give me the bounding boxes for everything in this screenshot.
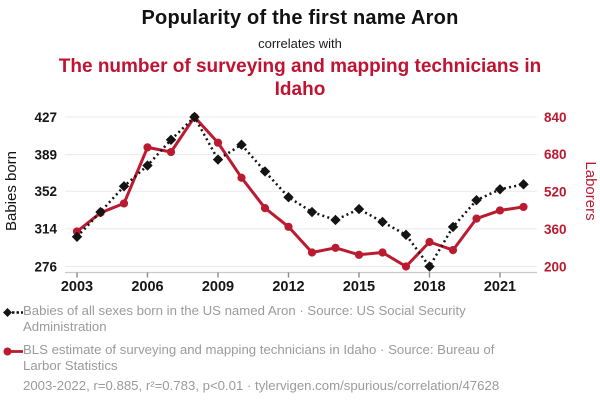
svg-text:2015: 2015 bbox=[343, 279, 375, 295]
svg-text:520: 520 bbox=[544, 185, 567, 200]
svg-text:276: 276 bbox=[34, 259, 57, 274]
laborers-point bbox=[519, 202, 528, 212]
babies-point bbox=[330, 214, 341, 226]
svg-text:2009: 2009 bbox=[202, 279, 234, 295]
page-title: Popularity of the first name Aron bbox=[141, 7, 459, 29]
laborers-point bbox=[166, 147, 176, 157]
laborers-point bbox=[284, 222, 293, 231]
left-axis-title: Babies born bbox=[3, 151, 20, 231]
left-axis-ticks: 427 389 352 314 276 bbox=[34, 110, 57, 274]
babies-point bbox=[306, 206, 318, 218]
babies-point bbox=[518, 179, 529, 190]
laborers-point bbox=[495, 206, 505, 215]
babies-point bbox=[353, 203, 365, 215]
data-series bbox=[71, 111, 529, 272]
laborers-point bbox=[378, 248, 387, 257]
svg-text:2003: 2003 bbox=[61, 279, 93, 295]
babies-point bbox=[212, 154, 224, 165]
svg-text:360: 360 bbox=[544, 222, 567, 237]
svg-text:2021: 2021 bbox=[484, 279, 516, 295]
laborers-point bbox=[401, 262, 411, 271]
svg-text:200: 200 bbox=[544, 259, 567, 274]
laborers-point bbox=[307, 248, 317, 257]
svg-text:680: 680 bbox=[544, 147, 567, 162]
svg-text:352: 352 bbox=[34, 184, 57, 199]
secondary-title: The number of surveying and mapping tech… bbox=[58, 56, 542, 100]
babies-point bbox=[400, 229, 412, 241]
laborers-point bbox=[213, 138, 223, 147]
svg-text:389: 389 bbox=[34, 147, 57, 162]
babies-point bbox=[118, 181, 130, 192]
babies-point bbox=[71, 231, 83, 242]
babies-point bbox=[494, 184, 506, 195]
legend-item-label: BLS estimate of surveying and mapping te… bbox=[23, 342, 495, 373]
babies-point bbox=[283, 191, 294, 203]
laborers-point bbox=[331, 243, 340, 252]
legend: Babies of all sexes born in the US named… bbox=[3, 303, 583, 381]
babies-point bbox=[165, 134, 177, 145]
gridlines bbox=[65, 116, 537, 267]
babies-point bbox=[471, 194, 482, 206]
legend-item-laborers: BLS estimate of surveying and mapping te… bbox=[3, 342, 583, 374]
laborers-point bbox=[260, 204, 270, 213]
laborers-point bbox=[448, 246, 458, 255]
svg-text:314: 314 bbox=[34, 222, 57, 237]
legend-item-babies: Babies of all sexes born in the US named… bbox=[3, 303, 583, 335]
legend-item-label: Babies of all sexes born in the US named… bbox=[23, 303, 466, 334]
svg-text:2012: 2012 bbox=[272, 279, 304, 295]
stats-and-source-url: 2003-2022, r=0.885, r²=0.783, p<0.01 · t… bbox=[23, 378, 500, 393]
babies-point bbox=[236, 139, 247, 150]
babies-point bbox=[424, 261, 435, 272]
laborers-point bbox=[119, 199, 129, 208]
x-axis: 2003 2006 2009 2012 2015 2018 2021 bbox=[61, 271, 537, 295]
right-axis-ticks: 840 680 520 360 200 bbox=[544, 110, 567, 274]
babies-point bbox=[447, 221, 459, 233]
svg-text:2006: 2006 bbox=[131, 279, 163, 295]
babies-point bbox=[142, 160, 153, 171]
laborers-point bbox=[425, 237, 434, 247]
babies-line bbox=[76, 114, 524, 269]
svg-text:427: 427 bbox=[34, 110, 57, 125]
babies-point bbox=[95, 206, 106, 218]
babies-point bbox=[259, 166, 271, 177]
svg-text:2018: 2018 bbox=[413, 279, 445, 295]
svg-text:840: 840 bbox=[544, 110, 567, 125]
right-axis-title: Laborers bbox=[582, 161, 599, 220]
laborers-point bbox=[72, 227, 82, 236]
correlates-with-text: correlates with bbox=[258, 36, 342, 51]
laborers-point bbox=[354, 250, 364, 259]
babies-point bbox=[377, 216, 388, 228]
babies-point bbox=[189, 111, 200, 123]
laborers-point bbox=[472, 214, 481, 223]
circle-solid-line-icon bbox=[3, 342, 23, 361]
diamond-dotted-line-icon bbox=[3, 303, 23, 322]
laborers-point bbox=[143, 143, 152, 152]
laborers-point bbox=[237, 173, 246, 182]
line-chart: 2003 2006 2009 2012 2015 2018 2021 427 389 352 31… bbox=[3, 110, 599, 295]
